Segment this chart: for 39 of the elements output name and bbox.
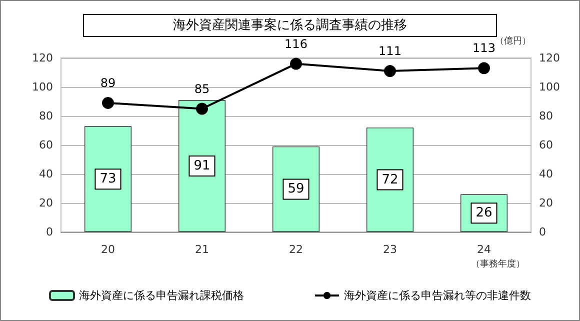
y-tick-label: 120 [32, 52, 53, 64]
y2-tick-label: 60 [539, 138, 553, 152]
x-tick-label: 23 [383, 243, 397, 256]
y2-tick-label: 100 [539, 80, 560, 94]
y2-axis-title: （億円） [495, 36, 531, 46]
data-label: 91 [194, 158, 210, 174]
x-tick-label: 22 [289, 243, 303, 256]
data-label: 72 [382, 172, 398, 188]
data-label: 59 [288, 182, 304, 197]
data-label: 113 [472, 41, 496, 56]
point [384, 65, 396, 78]
y-tick-label: 0 [46, 226, 53, 238]
y2-tick-label: 0 [539, 226, 546, 238]
legend-label: 海外資産に係る申告漏れ等の非違件数 [344, 289, 531, 302]
legend-label: 海外資産に係る申告漏れ課税価格 [79, 289, 244, 302]
point [478, 62, 490, 74]
x-axis-title: （事務年度） [471, 258, 525, 270]
x-tick-label: 21 [195, 243, 209, 256]
y-tick-label: 80 [39, 110, 53, 122]
y-tick-label: 20 [39, 196, 53, 210]
chart-title: 海外資産関連事案に係る調査事績の推移 [173, 17, 407, 33]
y2-tick-label: 20 [539, 196, 553, 210]
data-label: 73 [100, 172, 116, 187]
y2-tick-label: 40 [539, 168, 553, 180]
y-tick-label: 100 [32, 80, 53, 94]
point [290, 58, 302, 70]
data-label: 111 [378, 44, 402, 58]
y2-tick-label: 80 [539, 110, 553, 122]
data-label: 85 [194, 82, 210, 96]
data-label: 26 [476, 206, 492, 221]
point [102, 96, 114, 109]
data-label: 116 [284, 36, 308, 51]
y-tick-label: 40 [39, 168, 53, 180]
x-tick-label: 20 [101, 243, 115, 256]
x-tick-label: 24 [477, 243, 491, 256]
y-tick-label: 60 [39, 138, 53, 152]
point [196, 102, 208, 115]
data-label: 89 [100, 76, 116, 90]
y2-tick-label: 120 [539, 52, 560, 64]
